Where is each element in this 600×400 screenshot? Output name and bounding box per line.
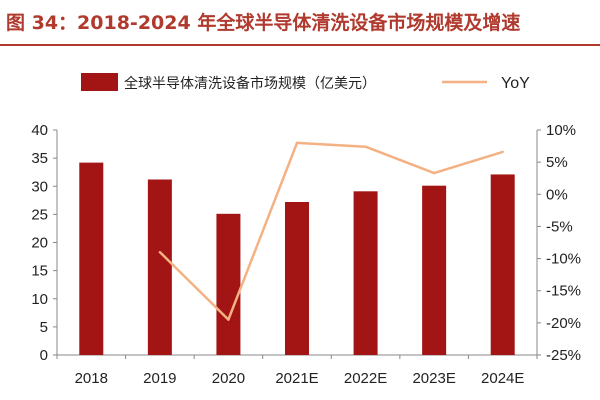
figure-title: 图 34：2018-2024 年全球半导体清洗设备市场规模及增速 <box>6 12 521 34</box>
yoy-line <box>159 141 504 321</box>
yoy-point <box>158 250 162 254</box>
right-tick-label: -5% <box>546 218 573 235</box>
left-tick-label: 0 <box>40 347 48 364</box>
yoy-point <box>364 145 367 148</box>
right-tick-label: -15% <box>546 283 581 300</box>
left-tick-label: 20 <box>31 235 48 252</box>
x-tick-label: 2022E <box>344 370 387 387</box>
left-tick-label: 30 <box>31 178 48 195</box>
yoy-point <box>501 150 504 154</box>
right-tick-label: 5% <box>546 154 568 171</box>
left-tick-label: 5 <box>40 319 48 336</box>
right-tick-label: -10% <box>546 251 581 268</box>
bar <box>353 191 378 355</box>
yoy-point <box>432 171 436 175</box>
title-rule <box>0 44 600 46</box>
left-tick-label: 35 <box>31 150 48 167</box>
bar <box>422 185 447 355</box>
legend: 全球半导体清洗设备市场规模（亿美元） YoY <box>81 73 530 92</box>
left-tick-label: 10 <box>31 291 48 308</box>
yoy-point <box>295 141 299 145</box>
bar <box>285 202 309 355</box>
legend-label-bar: 全球半导体清洗设备市场规模（亿美元） <box>124 75 376 92</box>
right-tick-label: 0% <box>546 186 568 203</box>
right-tick-label: -25% <box>546 347 581 364</box>
x-tick-label: 2018 <box>75 370 108 387</box>
bar <box>79 162 104 355</box>
legend-swatch-bar <box>81 73 118 91</box>
left-tick-label: 40 <box>31 122 48 139</box>
x-tick-label: 2024E <box>481 370 524 387</box>
x-tick-label: 2023E <box>412 370 455 387</box>
left-tick-label: 15 <box>31 263 48 280</box>
legend-label-line: YoY <box>501 75 530 92</box>
yoy-point <box>227 318 230 321</box>
left-tick-label: 25 <box>31 206 48 223</box>
x-tick-label: 2021E <box>275 370 318 387</box>
bar <box>216 213 241 355</box>
x-tick-label: 2019 <box>143 370 176 387</box>
right-tick-label: -20% <box>546 315 581 332</box>
bar <box>147 179 172 355</box>
right-tick-label: 10% <box>546 122 576 139</box>
bar <box>490 174 515 355</box>
x-tick-label: 2020 <box>212 370 245 387</box>
plot-area: 0 5 10 15 20 25 30 35 40 -25% -20% -15% -10% -5% 0% 5% 1… <box>31 122 581 387</box>
